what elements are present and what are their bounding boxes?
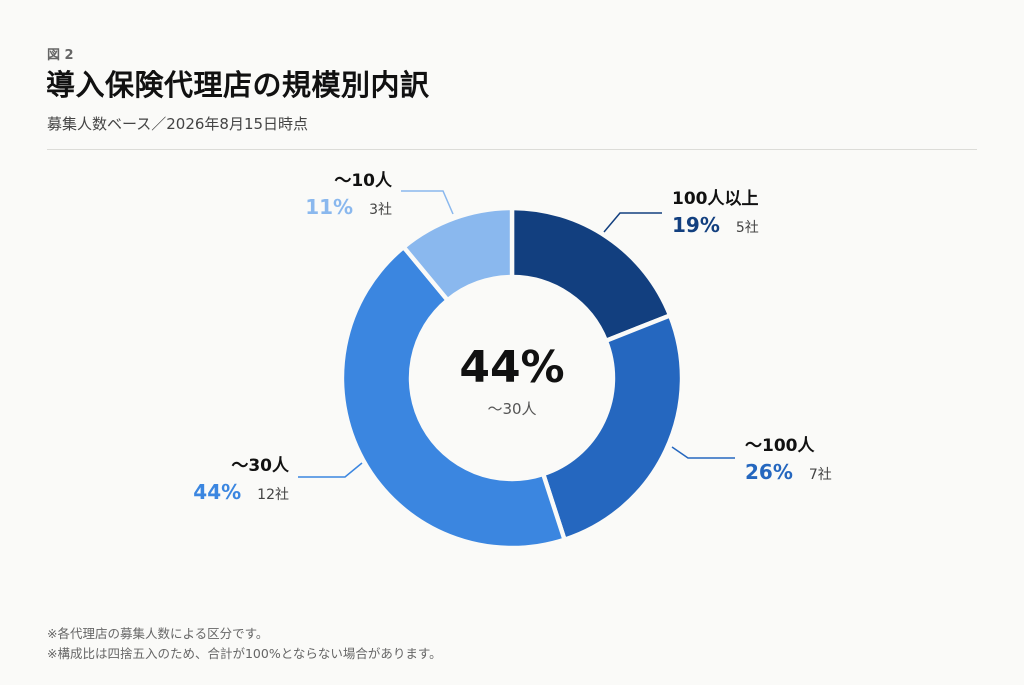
donut-slice bbox=[339, 243, 568, 551]
slice-percent: 44% bbox=[193, 480, 241, 504]
leader-lines bbox=[298, 190, 735, 478]
slice-labels: 100人以上 19% 5社〜100人 26% 7社 〜30人 44% 12社 〜10人 11% 3社 bbox=[193, 171, 832, 504]
slice-count: 3社 bbox=[369, 202, 392, 218]
slice-value-label: 19% 5社 bbox=[672, 213, 759, 237]
slice-category-label: 〜30人 bbox=[231, 456, 290, 476]
slice-value-label: 26% 7社 bbox=[745, 460, 832, 484]
leader-line bbox=[603, 212, 662, 233]
leader-line bbox=[671, 446, 735, 459]
donut-slice bbox=[509, 205, 673, 344]
slice-percent: 19% bbox=[672, 213, 720, 237]
slice-count: 12社 bbox=[257, 487, 289, 503]
slice-value-label: 11% 3社 bbox=[305, 195, 392, 219]
figure-label: 図 2 bbox=[47, 48, 74, 63]
slice-category-label: 〜100人 bbox=[745, 436, 815, 456]
footnote: ※各代理店の募集人数による区分です。 bbox=[47, 626, 269, 641]
footnote: ※構成比は四捨五入のため、合計が100%とならない場合があります。 bbox=[47, 646, 442, 661]
slice-category-label: 100人以上 bbox=[672, 189, 759, 209]
slice-count: 5社 bbox=[736, 220, 759, 236]
header-divider bbox=[47, 149, 977, 150]
center-value: 44% bbox=[459, 342, 564, 393]
footnotes: ※各代理店の募集人数による区分です。 ※構成比は四捨五入のため、合計が100%と… bbox=[47, 624, 442, 664]
chart-subtitle: 募集人数ベース／2026年8月15日時点 bbox=[47, 115, 309, 133]
donut-slices bbox=[339, 205, 685, 551]
slice-percent: 26% bbox=[745, 460, 793, 484]
leader-line bbox=[401, 190, 454, 215]
donut-slice bbox=[540, 312, 685, 543]
center-caption: 〜30人 bbox=[487, 400, 536, 418]
slice-percent: 11% bbox=[305, 195, 353, 219]
leader-line bbox=[298, 462, 363, 478]
slice-category-label: 〜10人 bbox=[334, 171, 393, 191]
slice-count: 7社 bbox=[809, 467, 832, 483]
chart-title: 導入保険代理店の規模別内訳 bbox=[46, 68, 430, 102]
donut-slice bbox=[400, 205, 515, 304]
slice-value-label: 44% 12社 bbox=[193, 480, 289, 504]
